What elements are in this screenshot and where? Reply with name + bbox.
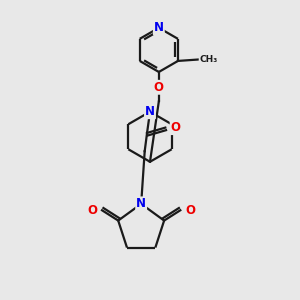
Text: N: N	[145, 105, 155, 118]
Text: O: O	[185, 204, 195, 217]
Text: N: N	[154, 21, 164, 34]
Text: O: O	[154, 81, 164, 94]
Text: N: N	[136, 197, 146, 210]
Text: O: O	[87, 204, 97, 217]
Text: O: O	[171, 121, 181, 134]
Text: CH₃: CH₃	[200, 55, 218, 64]
